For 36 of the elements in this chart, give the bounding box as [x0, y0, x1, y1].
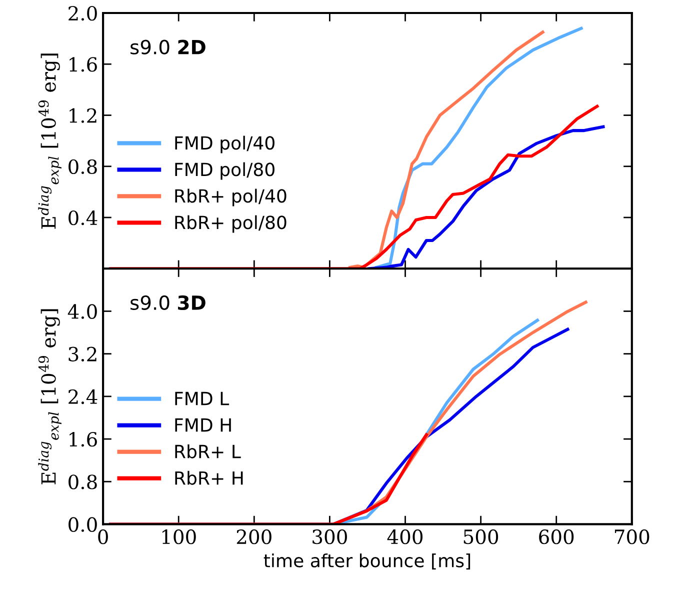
- line-series: [348, 30, 544, 269]
- y-axis-title: E$^{diag}$$_{expl}$ [10$^{49}$ erg]: [38, 54, 62, 229]
- annotation: s9.0 3D: [130, 295, 206, 310]
- x-axis-title: time after bounce [ms]: [264, 553, 470, 570]
- legend-label: FMD H: [175, 418, 231, 432]
- legend-label: FMD L: [175, 392, 230, 406]
- x-tick-label: 0: [98, 529, 108, 544]
- y-tick-label: 2.4: [68, 389, 98, 404]
- y-tick-label: 0.0: [68, 517, 97, 532]
- line-series: [109, 433, 428, 524]
- legend-label: RbR+ pol/40: [175, 188, 286, 206]
- y-tick-label: 1.6: [70, 57, 97, 72]
- x-tick-label: 700: [614, 529, 650, 544]
- x-tick-label: 300: [312, 529, 347, 544]
- y-tick-label: 0.8: [68, 159, 97, 174]
- y-tick-label: 3.2: [68, 346, 96, 362]
- y-tick-label: 0.4: [68, 210, 98, 226]
- legend-label: FMD pol/40: [175, 136, 274, 154]
- y-axis-title: E$^{diag}$$_{expl}$ [10$^{49}$ erg]: [38, 309, 62, 484]
- line-series: [367, 125, 605, 269]
- x-tick-label: 400: [387, 529, 423, 544]
- legend-label: FMD pol/80: [175, 162, 274, 180]
- line-series: [109, 104, 599, 269]
- x-tick-label: 100: [162, 529, 196, 544]
- legend-label: RbR+ H: [175, 470, 243, 485]
- y-tick-label: 4.0: [68, 304, 97, 319]
- x-tick-label: 600: [539, 529, 574, 544]
- y-tick-label: 1.2: [70, 108, 96, 123]
- y-tick-label: 2.0: [68, 6, 97, 21]
- annotation: s9.0 2D: [130, 40, 206, 54]
- y-tick-label: 0.8: [68, 474, 97, 490]
- y-tick-label: 1.6: [70, 432, 97, 447]
- legend-label: RbR+ pol/80: [175, 215, 286, 233]
- legend-label: RbR+ L: [175, 444, 241, 458]
- x-tick-label: 200: [236, 529, 272, 544]
- x-tick-label: 500: [464, 529, 498, 544]
